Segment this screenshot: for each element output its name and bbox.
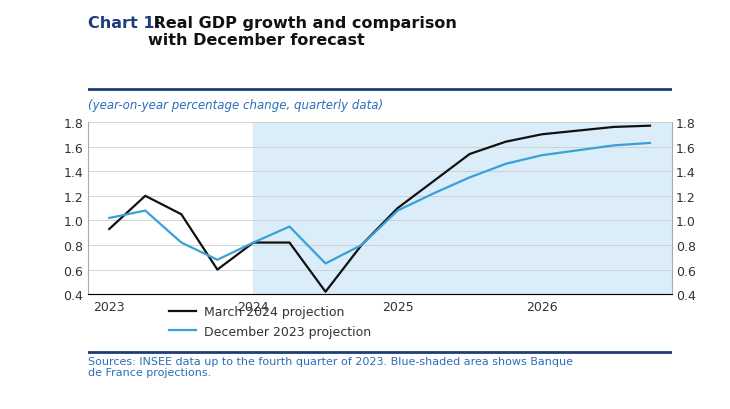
Text: Real GDP growth and comparison
with December forecast: Real GDP growth and comparison with Dece…	[148, 16, 457, 48]
Bar	[253, 123, 672, 294]
Text: (year-on-year percentage change, quarterly data): (year-on-year percentage change, quarter…	[88, 98, 383, 111]
Text: Sources: INSEE data up to the fourth quarter of 2023. Blue-shaded area shows Ban: Sources: INSEE data up to the fourth qua…	[88, 356, 572, 378]
Text: Chart 1:: Chart 1:	[88, 16, 161, 31]
Legend: March 2024 projection, December 2023 projection: March 2024 projection, December 2023 pro…	[164, 301, 376, 343]
